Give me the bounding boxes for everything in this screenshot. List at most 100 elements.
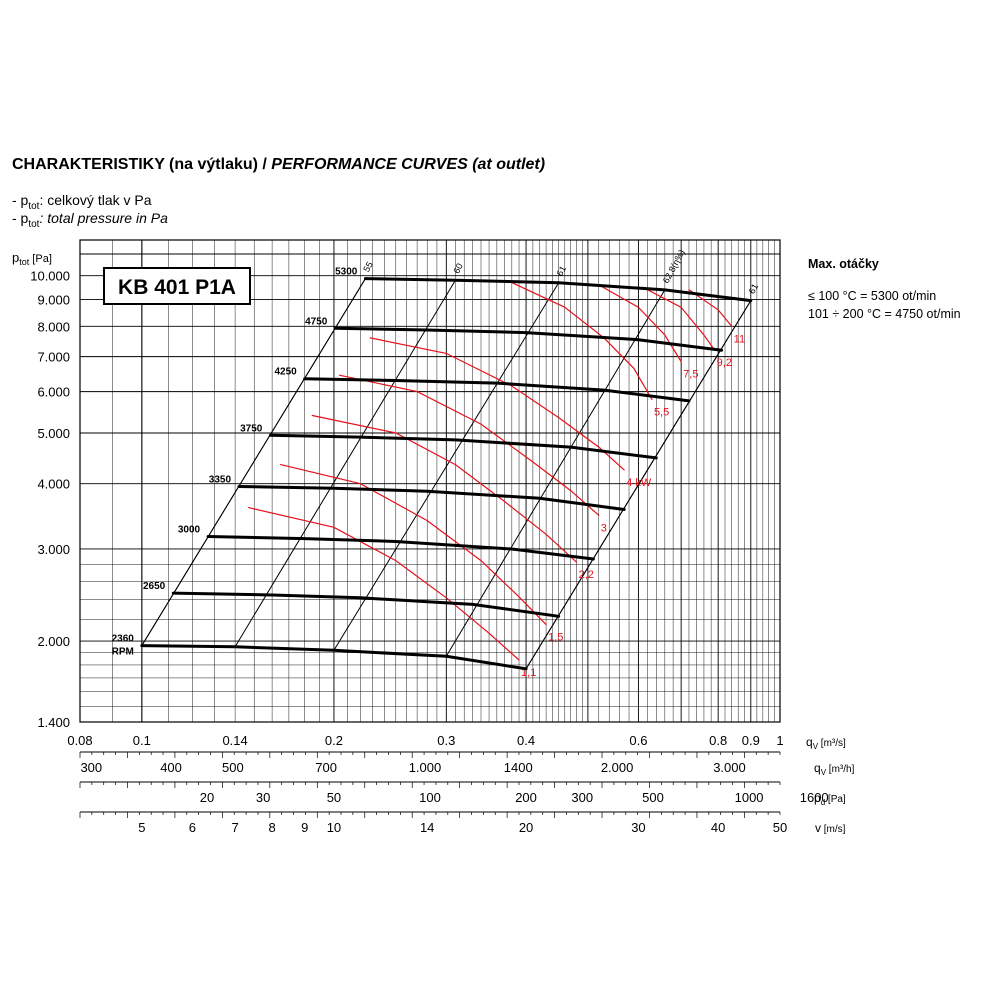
speed-label: 4750 bbox=[305, 316, 328, 327]
y-axis-label: ptot [Pa] bbox=[12, 250, 52, 267]
legend-text: : celkový tlak v Pa bbox=[39, 192, 152, 208]
y-tick-label: 10.000 bbox=[30, 269, 70, 284]
secondary-tick-label: 30 bbox=[631, 820, 645, 835]
max-speed-heading: Max. otáčky bbox=[808, 257, 879, 271]
secondary-tick-label: 10 bbox=[327, 820, 341, 835]
plot-frame bbox=[79, 239, 781, 723]
power-label: 2,2 bbox=[579, 569, 594, 581]
secondary-tick-label: 400 bbox=[160, 760, 182, 775]
secondary-tick-label: 2.000 bbox=[601, 760, 634, 775]
secondary-tick-label: 3.000 bbox=[713, 760, 746, 775]
power-label: 7,5 bbox=[683, 369, 698, 381]
x-tick-label: 0.4 bbox=[517, 733, 535, 748]
efficiency-label: 61 bbox=[555, 264, 569, 278]
power-label: 4 kW bbox=[626, 477, 652, 489]
secondary-tick-label: 14 bbox=[420, 820, 434, 835]
x-tick-label: 0.3 bbox=[437, 733, 455, 748]
speed-curve bbox=[237, 485, 626, 511]
speed-curve bbox=[363, 277, 753, 303]
secondary-tick-label: 500 bbox=[222, 760, 244, 775]
power-label: 11 bbox=[734, 333, 745, 345]
x-tick-label: 0.6 bbox=[629, 733, 647, 748]
secondary-tick-label: 1400 bbox=[504, 760, 533, 775]
secondary-tick-label: 700 bbox=[315, 760, 337, 775]
envelope-line-right bbox=[525, 300, 752, 670]
speed-label: 2360 bbox=[112, 634, 135, 645]
legend-prefix: - p bbox=[12, 192, 29, 208]
speed-curve bbox=[333, 326, 724, 352]
secondary-tick-label: 8 bbox=[268, 820, 275, 835]
x-tick-label: 0.08 bbox=[67, 733, 92, 748]
legend-line-czech: - ptot: celkový tlak v Pa bbox=[12, 192, 152, 212]
secondary-axis-label: pd [Pa] bbox=[814, 791, 846, 807]
secondary-tick-label: 300 bbox=[571, 790, 593, 805]
secondary-tick-label: 1000 bbox=[735, 790, 764, 805]
y-tick-label: 8.000 bbox=[37, 319, 70, 334]
secondary-tick-label: 20 bbox=[519, 820, 533, 835]
x-axis-label: qV [m³/s] bbox=[806, 735, 846, 751]
max-speed-note: Max. otáčky ≤ 100 °C = 5300 ot/min 101 ÷… bbox=[808, 255, 961, 323]
x-tick-label: 0.1 bbox=[133, 733, 151, 748]
legend-text: : total pressure in Pa bbox=[39, 210, 168, 226]
x-tick-label: 1 bbox=[776, 733, 783, 748]
power-curve bbox=[311, 414, 578, 563]
power-curve bbox=[280, 464, 547, 626]
y-tick-label: 5.000 bbox=[37, 426, 70, 441]
secondary-tick-label: 5 bbox=[138, 820, 145, 835]
efficiency-line bbox=[234, 279, 456, 648]
y-tick-label: 3.000 bbox=[37, 542, 70, 557]
y-tick-label: 1.400 bbox=[37, 715, 70, 730]
legend-prefix: - p bbox=[12, 210, 29, 226]
speed-curve bbox=[206, 535, 595, 561]
power-label: 3 bbox=[601, 522, 607, 534]
secondary-tick-label: 7 bbox=[231, 820, 238, 835]
efficiency-label: 55 bbox=[361, 260, 375, 274]
speed-unit-label: RPM bbox=[112, 647, 134, 658]
speed-curve bbox=[268, 433, 658, 460]
power-label: 9,2 bbox=[717, 357, 732, 369]
secondary-tick-label: 9 bbox=[301, 820, 308, 835]
speed-label: 3000 bbox=[178, 524, 201, 535]
secondary-tick-label: 500 bbox=[642, 790, 664, 805]
speed-label: 2650 bbox=[143, 581, 166, 592]
x-tick-label: 0.2 bbox=[325, 733, 343, 748]
efficiency-line bbox=[333, 282, 560, 651]
speed-label: 3750 bbox=[240, 423, 263, 434]
x-tick-label: 0.8 bbox=[709, 733, 727, 748]
legend-line-english: - ptot: total pressure in Pa bbox=[12, 210, 168, 230]
max-speed-line-2: 101 ÷ 200 °C = 4750 ot/min bbox=[808, 307, 961, 321]
secondary-tick-label: 200 bbox=[515, 790, 537, 805]
speed-curve bbox=[171, 591, 561, 618]
speed-curve bbox=[140, 644, 528, 671]
y-tick-label: 7.000 bbox=[37, 350, 70, 365]
envelope-line-left bbox=[141, 278, 366, 647]
secondary-axis-label: qV [m³/h] bbox=[814, 761, 855, 777]
title-czech: CHARAKTERISTIKY (na výtlaku) / bbox=[12, 156, 272, 173]
secondary-tick-label: 100 bbox=[419, 790, 441, 805]
power-label: 1,5 bbox=[548, 632, 563, 644]
secondary-tick-label: 40 bbox=[711, 820, 725, 835]
speed-label: 3350 bbox=[209, 475, 232, 486]
secondary-tick-label: 20 bbox=[200, 790, 214, 805]
secondary-tick-label: 50 bbox=[327, 790, 341, 805]
title-english: PERFORMANCE CURVES (at outlet) bbox=[271, 156, 546, 173]
efficiency-line bbox=[445, 289, 666, 657]
model-title-box bbox=[103, 267, 251, 305]
power-curve bbox=[248, 507, 520, 661]
y-tick-label: 6.000 bbox=[37, 385, 70, 400]
secondary-tick-label: 1.000 bbox=[409, 760, 442, 775]
speed-label: 4250 bbox=[274, 367, 297, 378]
legend-sub: tot bbox=[28, 200, 40, 212]
y-tick-label: 9.000 bbox=[37, 293, 70, 308]
power-curve bbox=[598, 284, 682, 363]
secondary-tick-label: 300 bbox=[80, 760, 102, 775]
x-tick-label: 0.9 bbox=[742, 733, 760, 748]
y-tick-label: 2.000 bbox=[37, 634, 70, 649]
y-tick-label: 4.000 bbox=[37, 477, 70, 492]
secondary-tick-label: 30 bbox=[256, 790, 270, 805]
page-title: CHARAKTERISTIKY (na výtlaku) / PERFORMAN… bbox=[12, 156, 545, 174]
power-curve bbox=[642, 286, 716, 351]
legend-sub: tot bbox=[28, 218, 40, 230]
secondary-axis-label: v [m/s] bbox=[815, 821, 846, 835]
